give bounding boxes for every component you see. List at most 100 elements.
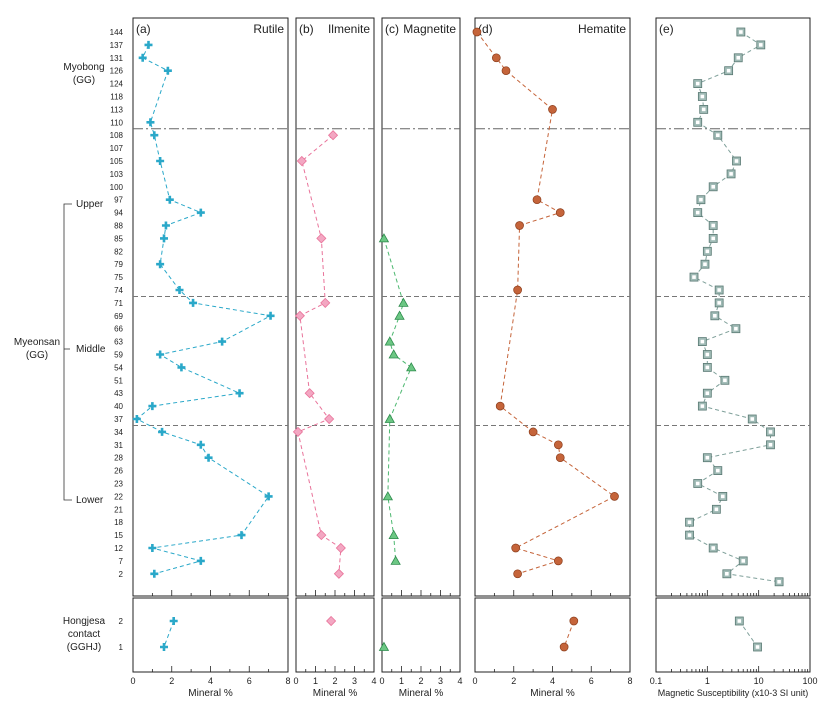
data-point	[175, 286, 184, 294]
contact-data-point	[559, 642, 569, 652]
data-point	[163, 66, 172, 75]
x-tick-label: 2	[332, 676, 337, 686]
contact-series-line	[163, 620, 175, 648]
contact-series-line	[738, 620, 758, 648]
depth-tick-label: 144	[110, 28, 124, 37]
depth-tick-label: 12	[114, 544, 123, 553]
series-line	[476, 31, 616, 575]
depth-tick-label: 54	[114, 363, 123, 372]
depth-tick-label: 59	[114, 351, 123, 360]
group-label-line: Hongjesa	[63, 616, 106, 627]
data-point	[304, 388, 315, 399]
data-point	[756, 40, 766, 50]
depth-tick-label: 107	[110, 144, 124, 153]
data-point	[138, 53, 147, 62]
data-point	[148, 402, 157, 411]
x-tick-label: 4	[550, 676, 555, 686]
x-tick-label: 0	[130, 676, 135, 686]
panel-frame	[381, 17, 461, 597]
depth-tick-label: 7	[119, 557, 124, 566]
x-axis-title: Mineral %	[399, 688, 444, 699]
data-point	[555, 453, 565, 463]
x-axis-title: Mineral %	[188, 688, 233, 699]
contact-data-point	[160, 643, 168, 651]
series-line	[135, 44, 273, 575]
data-point	[237, 531, 246, 540]
data-point	[710, 311, 720, 321]
data-point	[196, 208, 205, 217]
x-axis: 0 2 4 6 8 Mineral %	[130, 590, 291, 699]
subunit-label-lower: Lower	[76, 495, 104, 506]
panel-title: Rutile	[253, 22, 284, 36]
contact-data-point	[169, 617, 178, 625]
depth-tick-label: 21	[114, 505, 123, 514]
x-axis: 0.1 1 10 100 Magnetic Susceptibility (x10-3 …	[650, 590, 818, 698]
x-tick-label: 3	[438, 676, 443, 686]
contact-data-point	[734, 616, 744, 626]
depth-tick-label: 79	[114, 260, 123, 269]
data-point	[736, 27, 746, 37]
bracket-line	[63, 203, 72, 501]
contact-depth-tick-label: 2	[119, 617, 124, 626]
depth-tick-label: 82	[114, 247, 123, 256]
data-point	[724, 66, 734, 76]
data-point	[158, 427, 167, 436]
panel-b: (b) Ilmenite 0 1 2 3 4 Mineral %	[292, 17, 377, 699]
data-point	[685, 530, 694, 540]
data-point	[333, 568, 344, 579]
data-point	[384, 413, 395, 423]
data-point	[378, 233, 390, 243]
data-point	[731, 324, 741, 334]
data-point	[150, 131, 159, 140]
depth-tick-label: 2	[119, 570, 124, 579]
data-point	[697, 401, 707, 411]
data-point	[491, 53, 501, 63]
data-point	[316, 233, 327, 244]
x-tick-label: 8	[627, 676, 632, 686]
panel-label: (b)	[299, 22, 314, 36]
data-point	[702, 350, 712, 359]
x-tick-label: 1	[399, 676, 404, 686]
data-point	[689, 272, 699, 282]
data-point	[177, 363, 186, 372]
data-point	[532, 195, 542, 205]
data-point	[733, 53, 743, 63]
data-point	[204, 453, 213, 462]
data-point	[294, 310, 305, 321]
data-point	[697, 337, 707, 347]
x-tick-label: 2	[418, 676, 423, 686]
x-tick-label: 0	[472, 676, 477, 686]
data-point	[189, 298, 198, 307]
data-point	[693, 208, 703, 218]
data-point	[324, 413, 335, 425]
data-point	[515, 221, 524, 230]
data-point	[714, 298, 724, 308]
depth-tick-label: 113	[110, 105, 123, 114]
contact-data-point	[378, 641, 390, 651]
x-axis: 0 2 4 6 8 Mineral %	[472, 590, 633, 699]
depth-tick-label: 118	[110, 93, 123, 102]
x-tick-label: 4	[457, 676, 462, 686]
x-tick-label: 0	[379, 676, 384, 686]
data-point	[555, 208, 565, 217]
data-point	[722, 569, 732, 579]
depth-tick-label: 69	[114, 312, 123, 321]
data-point	[732, 156, 741, 166]
depth-tick-label: 137	[110, 41, 124, 50]
data-point	[156, 260, 165, 269]
depth-tick-label: 74	[114, 286, 123, 295]
depth-tick-label: 103	[110, 170, 124, 179]
x-tick-label: 6	[247, 676, 252, 686]
contact-depth-axis: 21	[119, 617, 124, 652]
data-point	[513, 285, 522, 295]
series-line	[297, 134, 342, 574]
data-point	[699, 105, 709, 114]
depth-tick-label: 97	[114, 196, 123, 205]
subunit-bracket: Upper Middle Lower	[63, 199, 106, 506]
x-axis: 0 1 2 3 4 Mineral %	[379, 590, 463, 699]
data-point	[165, 195, 174, 204]
subunit-label-middle: Middle	[76, 344, 106, 355]
data-point	[150, 569, 159, 578]
data-point	[398, 297, 409, 307]
